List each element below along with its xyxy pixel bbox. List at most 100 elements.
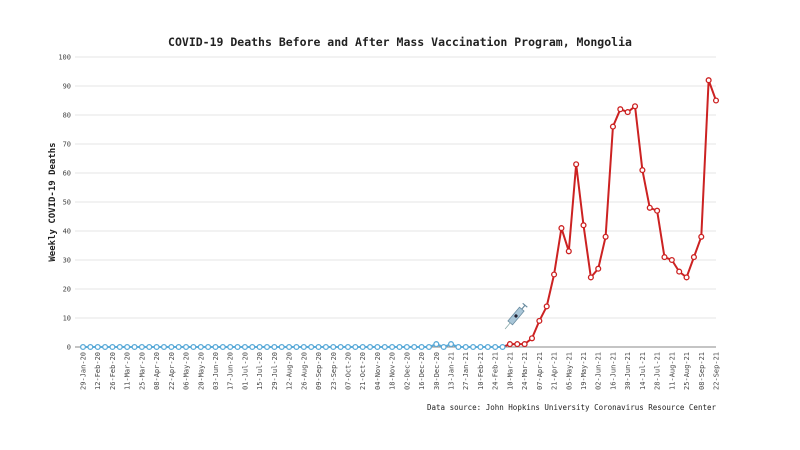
y-tick-label: 50 — [63, 199, 71, 207]
data-point — [587, 274, 594, 281]
x-tick-label: 23-Sep-20 — [330, 352, 338, 390]
data-point — [639, 167, 646, 174]
data-point — [359, 343, 366, 351]
x-tick-label: 05-May-21 — [565, 352, 573, 390]
data-point — [492, 343, 499, 351]
data-point — [573, 161, 580, 168]
x-tick-label: 02-Jun-21 — [595, 352, 603, 390]
data-point — [278, 343, 285, 351]
data-point — [227, 343, 234, 351]
x-tick-label: 01-Jul-20 — [241, 352, 249, 390]
x-tick-label: 10-Mar-21 — [506, 352, 514, 390]
y-tick-label: 10 — [63, 315, 71, 323]
data-point — [212, 343, 219, 351]
data-point — [646, 204, 653, 211]
data-point — [668, 256, 675, 264]
data-point — [440, 343, 447, 351]
data-point — [160, 343, 168, 351]
y-tick-label: 60 — [63, 170, 71, 178]
x-tick-label: 26-Feb-20 — [109, 352, 117, 390]
data-point — [116, 343, 123, 351]
data-point — [234, 343, 241, 351]
x-tick-label: 25-Aug-21 — [683, 352, 691, 390]
x-tick-label: 21-Oct-20 — [359, 352, 367, 390]
x-tick-label: 19-May-21 — [580, 352, 588, 390]
data-point — [403, 343, 410, 351]
data-point — [477, 343, 484, 351]
data-point — [654, 207, 661, 214]
data-point — [661, 254, 668, 261]
data-point — [256, 343, 263, 351]
data-point — [425, 343, 432, 351]
data-point — [705, 77, 712, 84]
x-tick-label: 25-Mar-20 — [138, 352, 146, 390]
data-source-note: Data source: John Hopkins University Cor… — [427, 403, 716, 412]
data-point — [367, 343, 374, 351]
data-point — [455, 343, 462, 351]
x-tick-label: 10-Feb-21 — [477, 352, 485, 390]
data-point — [536, 317, 543, 324]
data-point — [624, 109, 631, 116]
x-tick-label: 21-Apr-21 — [551, 352, 559, 390]
data-point — [241, 343, 248, 351]
data-point — [558, 225, 565, 232]
y-tick-label: 90 — [63, 83, 71, 91]
x-tick-label: 14-Jul-21 — [639, 352, 647, 390]
x-tick-label: 26-Aug-20 — [300, 352, 308, 390]
data-point — [131, 343, 138, 351]
data-point — [109, 343, 116, 351]
data-point — [381, 343, 388, 351]
data-point — [580, 222, 587, 229]
x-tick-label: 29-Jan-20 — [80, 352, 88, 390]
data-point — [315, 343, 322, 351]
data-point — [79, 343, 87, 351]
x-tick-label: 07-Oct-20 — [344, 352, 352, 390]
x-tick-label: 13-Jan-21 — [448, 352, 456, 390]
data-point — [330, 343, 337, 351]
x-tick-label: 07-Apr-21 — [536, 352, 544, 390]
x-tick-label: 08-Sep-21 — [698, 352, 706, 390]
data-point — [521, 341, 528, 348]
data-point — [631, 103, 639, 110]
x-tick-label: 06-May-20 — [183, 352, 191, 390]
data-point — [153, 343, 160, 351]
data-point — [712, 97, 720, 104]
data-point — [595, 265, 602, 272]
data-point — [102, 343, 109, 351]
x-tick-label: 27-Jan-21 — [462, 352, 470, 390]
y-tick-label: 40 — [63, 228, 71, 236]
data-point — [344, 343, 352, 351]
data-point — [352, 343, 359, 351]
data-point — [190, 343, 197, 351]
data-point — [322, 343, 329, 351]
data-point — [124, 343, 131, 351]
data-point — [565, 248, 572, 255]
x-tick-label: 11-Mar-20 — [124, 352, 132, 390]
y-tick-label: 20 — [63, 286, 71, 294]
data-point — [602, 233, 609, 240]
data-point — [286, 343, 293, 351]
data-point — [308, 343, 315, 351]
y-axis-label: Weekly COVID-19 Deaths — [48, 142, 58, 261]
chart-title: COVID-19 Deaths Before and After Mass Va… — [168, 35, 632, 49]
data-point — [197, 343, 204, 351]
data-point — [87, 343, 94, 351]
data-point — [609, 123, 617, 130]
x-tick-label: 30-Jun-21 — [624, 352, 632, 390]
data-point — [543, 303, 550, 310]
data-point — [447, 341, 455, 348]
data-point — [374, 343, 381, 351]
data-point — [433, 341, 440, 348]
x-tick-label: 16-Jun-21 — [609, 352, 617, 390]
data-point — [175, 343, 182, 351]
y-tick-label: 100 — [58, 54, 71, 62]
x-tick-label: 12-Aug-20 — [286, 352, 294, 390]
data-point — [683, 274, 690, 281]
series-line — [83, 343, 503, 349]
series-line — [502, 79, 717, 348]
data-point — [263, 343, 271, 351]
data-point — [249, 343, 256, 351]
x-tick-label: 12-Feb-20 — [94, 352, 102, 390]
data-point — [506, 341, 513, 348]
